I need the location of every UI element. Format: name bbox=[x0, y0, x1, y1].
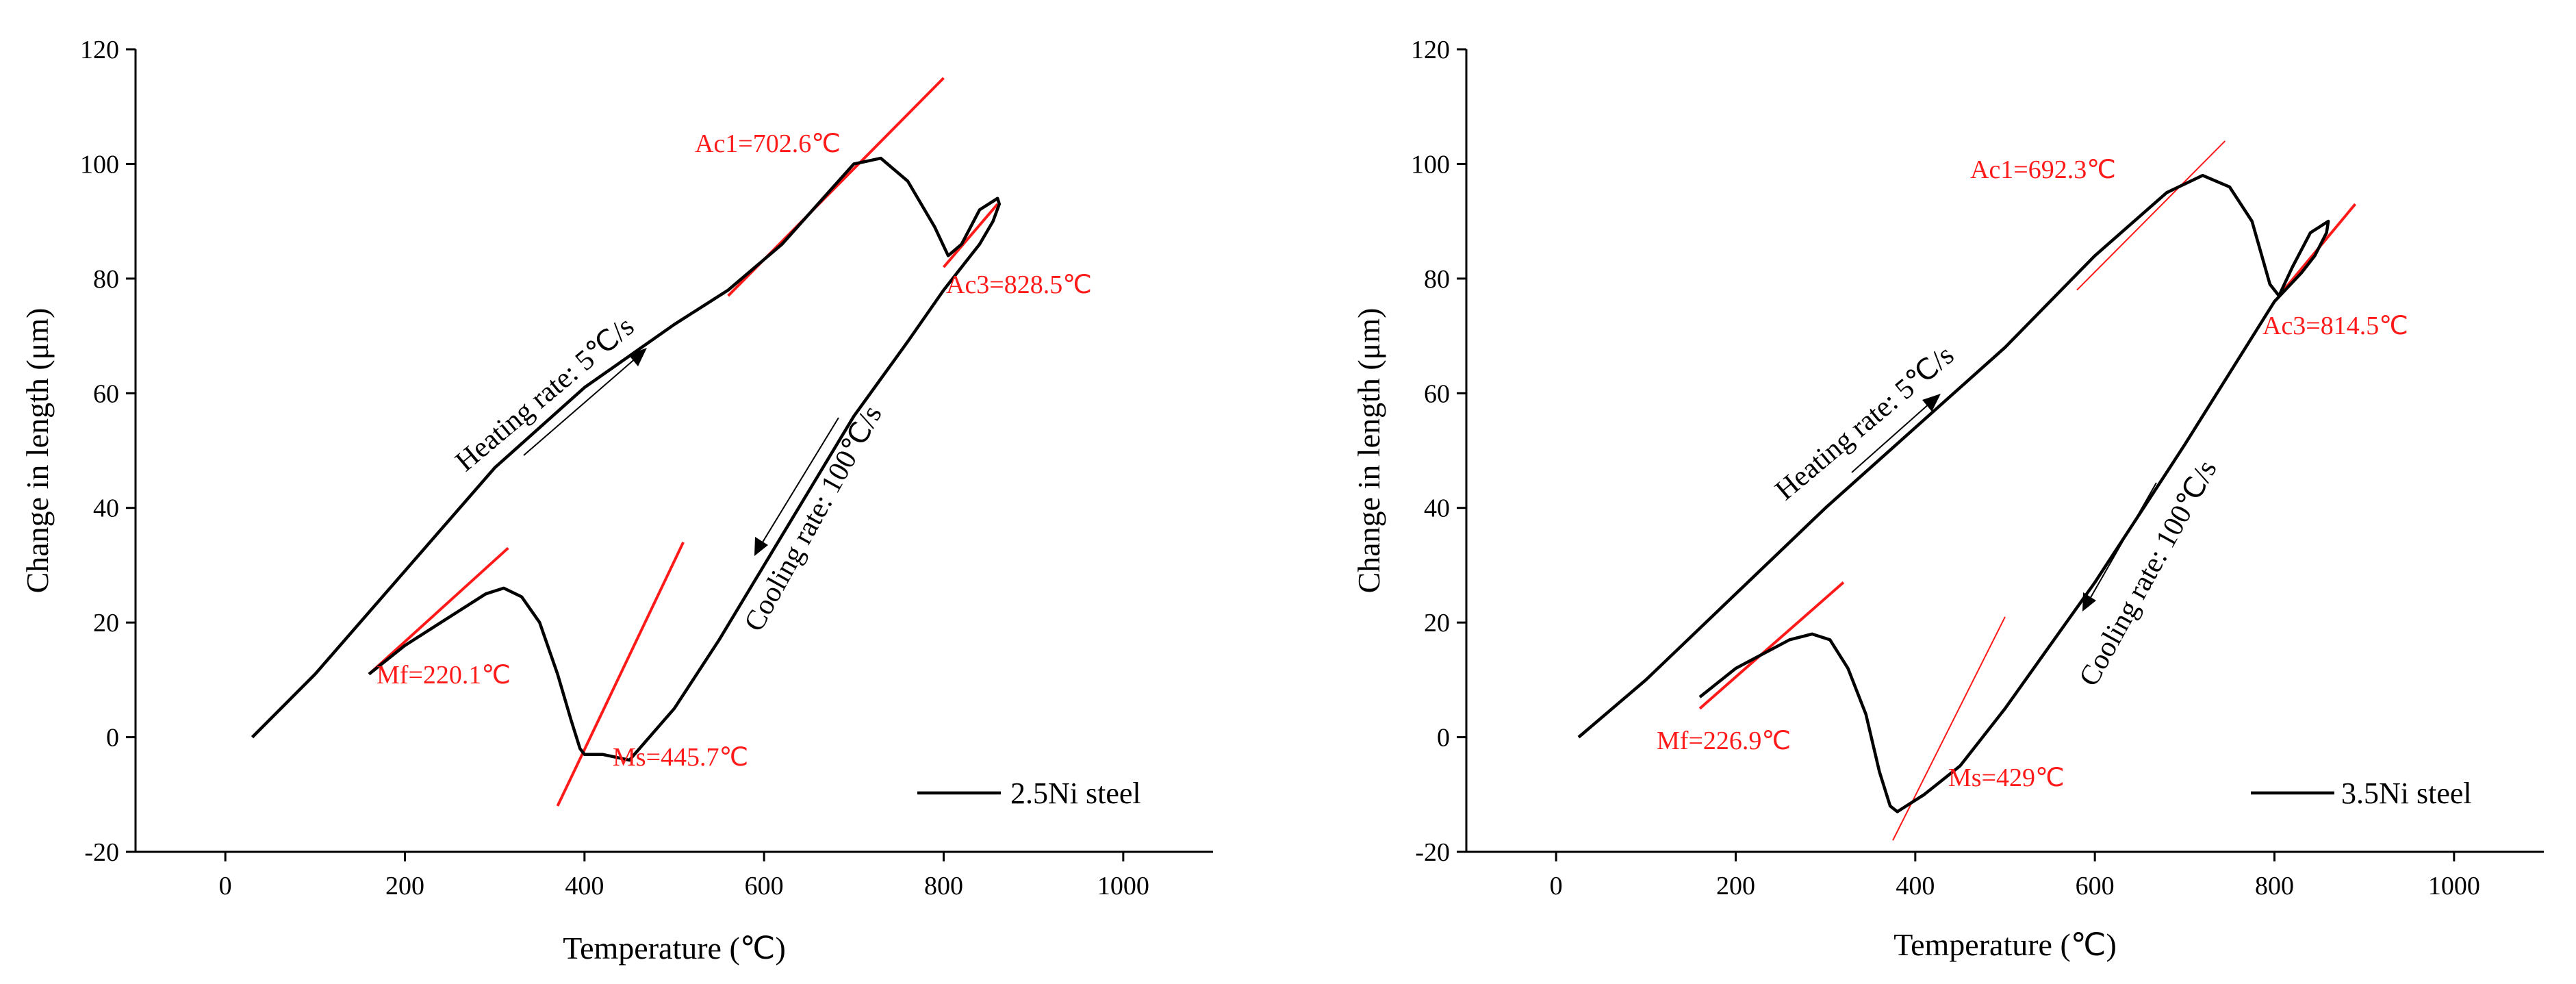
tangent-ac1 bbox=[2076, 140, 2226, 291]
cooling-rate-label: Cooling rate: 100℃/s bbox=[739, 401, 889, 637]
mf-label: Mf=220.1℃ bbox=[377, 661, 511, 690]
x-ticks: 0 200 400 600 800 1000 bbox=[1550, 852, 2480, 900]
cooling-arrow bbox=[761, 417, 839, 545]
mf-label: Mf=226.9℃ bbox=[1657, 727, 1791, 755]
y-tick-label: 80 bbox=[93, 265, 119, 294]
y-tick-label: 80 bbox=[1424, 265, 1450, 294]
x-tick-label: 600 bbox=[745, 872, 784, 900]
heating-arrowhead bbox=[1922, 394, 1941, 412]
x-tick-label: 400 bbox=[565, 872, 604, 900]
tangent-ac3 bbox=[942, 203, 999, 268]
y-tick-label: 20 bbox=[93, 609, 119, 638]
series-line-2-5ni bbox=[251, 156, 1002, 762]
chart-3-5ni: 0 200 400 600 800 1000 -20 0 20 40 60 80 100 120 Tem… bbox=[1351, 36, 2544, 962]
heating-arrow bbox=[1851, 402, 1931, 473]
y-tick-label: 120 bbox=[1411, 36, 1450, 64]
cooling-rate-label: Cooling rate: 100℃/s bbox=[2074, 455, 2223, 692]
x-tick-label: 800 bbox=[2255, 872, 2294, 900]
x-tick-label: 1000 bbox=[2428, 872, 2480, 900]
x-ticks: 0 200 400 600 800 1000 bbox=[219, 852, 1149, 900]
y-ticks: -20 0 20 40 60 80 100 120 bbox=[80, 36, 136, 867]
y-tick-label: 0 bbox=[1437, 724, 1450, 753]
y-tick-label: 60 bbox=[93, 379, 119, 408]
y-tick-label: 100 bbox=[1411, 150, 1450, 179]
heating-arrowhead bbox=[628, 348, 647, 366]
x-tick-label: 600 bbox=[2076, 872, 2115, 900]
legend-label-3-5ni: 3.5Ni steel bbox=[2341, 777, 2472, 810]
tangent-ms bbox=[556, 542, 685, 807]
ms-label: Ms=429℃ bbox=[1948, 764, 2065, 792]
x-tick-label: 0 bbox=[1550, 872, 1563, 900]
x-tick-label: 800 bbox=[924, 872, 963, 900]
y-tick-label: 20 bbox=[1424, 609, 1450, 638]
y-tick-label: 120 bbox=[80, 36, 119, 64]
tangent-mf bbox=[368, 546, 509, 675]
ac3-label: Ac3=828.5℃ bbox=[946, 270, 1092, 299]
heating-rate-label: Heating rate: 5℃/s bbox=[1770, 340, 1960, 507]
x-axis-title: Temperature (℃) bbox=[1893, 927, 2117, 962]
cooling-arrow bbox=[2089, 482, 2157, 601]
x-tick-label: 1000 bbox=[1097, 872, 1149, 900]
y-tick-label: 100 bbox=[80, 150, 119, 179]
heating-rate-label: Heating rate: 5℃/s bbox=[450, 311, 640, 478]
x-axis-title: Temperature (℃) bbox=[563, 931, 786, 966]
tangent-mf bbox=[1698, 581, 1845, 710]
cooling-arrowhead bbox=[2082, 592, 2096, 611]
cooling-arrowhead bbox=[754, 537, 768, 556]
series-line-3-5ni bbox=[1577, 173, 2330, 813]
y-tick-label: 60 bbox=[1424, 379, 1450, 408]
ac1-label: Ac1=692.3℃ bbox=[1970, 155, 2116, 184]
ac1-label: Ac1=702.6℃ bbox=[695, 129, 841, 158]
y-tick-label: 40 bbox=[93, 494, 119, 523]
chart-2-5ni: 0 200 400 600 800 1000 -20 0 20 40 60 80 100 120 Tem… bbox=[20, 36, 1213, 966]
y-tick-label: -20 bbox=[84, 838, 119, 867]
legend-label-2-5ni: 2.5Ni steel bbox=[1010, 777, 1141, 810]
x-tick-label: 200 bbox=[1716, 872, 1755, 900]
y-tick-label: 0 bbox=[106, 724, 119, 753]
x-tick-label: 0 bbox=[219, 872, 232, 900]
heating-arrow bbox=[523, 357, 637, 456]
x-tick-label: 400 bbox=[1896, 872, 1935, 900]
x-tick-label: 200 bbox=[385, 872, 424, 900]
ms-label: Ms=445.7℃ bbox=[613, 743, 748, 772]
ac3-label: Ac3=814.5℃ bbox=[2262, 312, 2408, 340]
y-axis-title: Change in length (μm) bbox=[20, 308, 55, 594]
y-axis-title: Change in length (μm) bbox=[1351, 308, 1386, 594]
y-tick-label: 40 bbox=[1424, 494, 1450, 523]
y-tick-label: -20 bbox=[1415, 838, 1450, 867]
y-ticks: -20 0 20 40 60 80 100 120 bbox=[1411, 36, 1466, 867]
